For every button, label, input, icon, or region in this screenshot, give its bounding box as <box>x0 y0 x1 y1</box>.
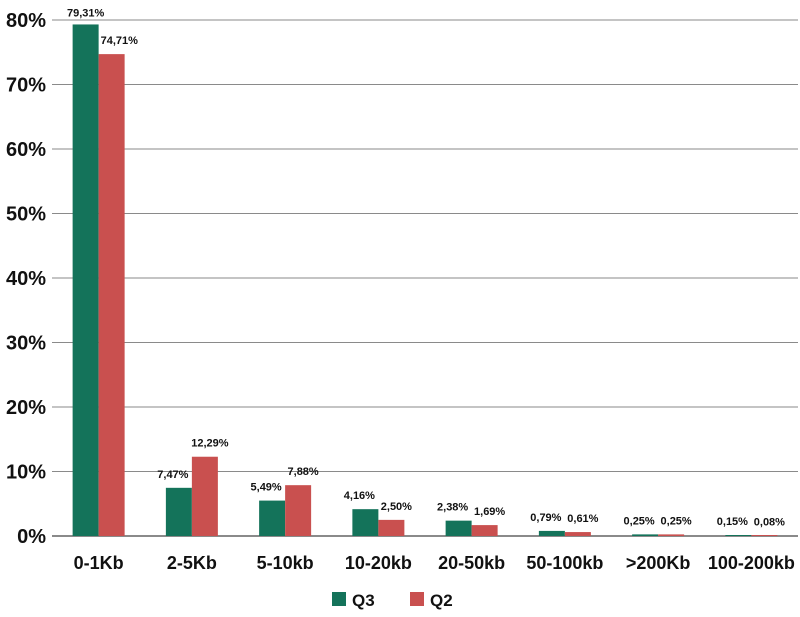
data-label-q3: 5,49% <box>251 482 282 494</box>
bar-q3 <box>165 487 192 536</box>
data-label-q3: 0,79% <box>530 512 561 524</box>
data-label-q3: 0,15% <box>717 516 748 528</box>
bar-q3 <box>632 534 659 536</box>
x-tick-label: 5-10kb <box>257 553 314 573</box>
bar-q2 <box>471 525 498 536</box>
data-label-q2: 1,69% <box>474 506 505 518</box>
bar-q2 <box>751 535 778 536</box>
bar-q3 <box>352 509 379 536</box>
bar-q2 <box>191 456 218 536</box>
legend-swatch-q3 <box>332 592 346 606</box>
data-label-q2: 0,61% <box>567 513 598 525</box>
data-label-q2: 0,25% <box>661 515 692 527</box>
data-label-q2: 12,29% <box>191 438 229 450</box>
y-tick-label: 70% <box>6 75 46 97</box>
bar-q3 <box>725 535 752 536</box>
y-tick-label: 0% <box>17 526 46 548</box>
bar-q2 <box>285 485 312 536</box>
data-label-q3: 4,16% <box>344 490 375 502</box>
y-tick-label: 60% <box>6 139 46 161</box>
x-tick-label: 100-200kb <box>708 553 795 573</box>
bar-q3 <box>538 530 565 536</box>
data-label-q2: 74,71% <box>101 35 139 47</box>
data-label-q3: 0,25% <box>624 515 655 527</box>
data-label-q3: 79,31% <box>67 7 105 19</box>
y-tick-label: 80% <box>6 10 46 32</box>
data-label-q3: 7,47% <box>157 469 188 481</box>
y-tick-label: 30% <box>6 333 46 355</box>
y-tick-label: 40% <box>6 268 46 290</box>
data-label-q2: 7,88% <box>288 466 319 478</box>
bar-q2 <box>98 54 125 537</box>
bar-q2 <box>564 532 591 536</box>
bar-q2 <box>378 519 405 536</box>
legend-label-q3: Q3 <box>352 591 375 610</box>
bar-q3 <box>259 500 286 536</box>
legend-swatch-q2 <box>410 592 424 606</box>
bar-q2 <box>658 534 685 536</box>
data-label-q2: 2,50% <box>381 501 412 513</box>
data-label-q3: 2,38% <box>437 502 468 514</box>
bar-q3 <box>72 24 99 536</box>
y-tick-label: 50% <box>6 204 46 226</box>
bar-q3 <box>445 520 472 536</box>
legend-label-q2: Q2 <box>430 591 453 610</box>
x-tick-label: 2-5Kb <box>167 553 217 573</box>
x-tick-label: 0-1Kb <box>74 553 124 573</box>
x-tick-label: 50-100kb <box>526 553 603 573</box>
y-tick-label: 10% <box>6 462 46 484</box>
x-tick-label: 20-50kb <box>438 553 505 573</box>
y-tick-label: 20% <box>6 397 46 419</box>
x-tick-label: 10-20kb <box>345 553 412 573</box>
data-label-q2: 0,08% <box>754 516 785 528</box>
x-tick-label: >200Kb <box>626 553 691 573</box>
